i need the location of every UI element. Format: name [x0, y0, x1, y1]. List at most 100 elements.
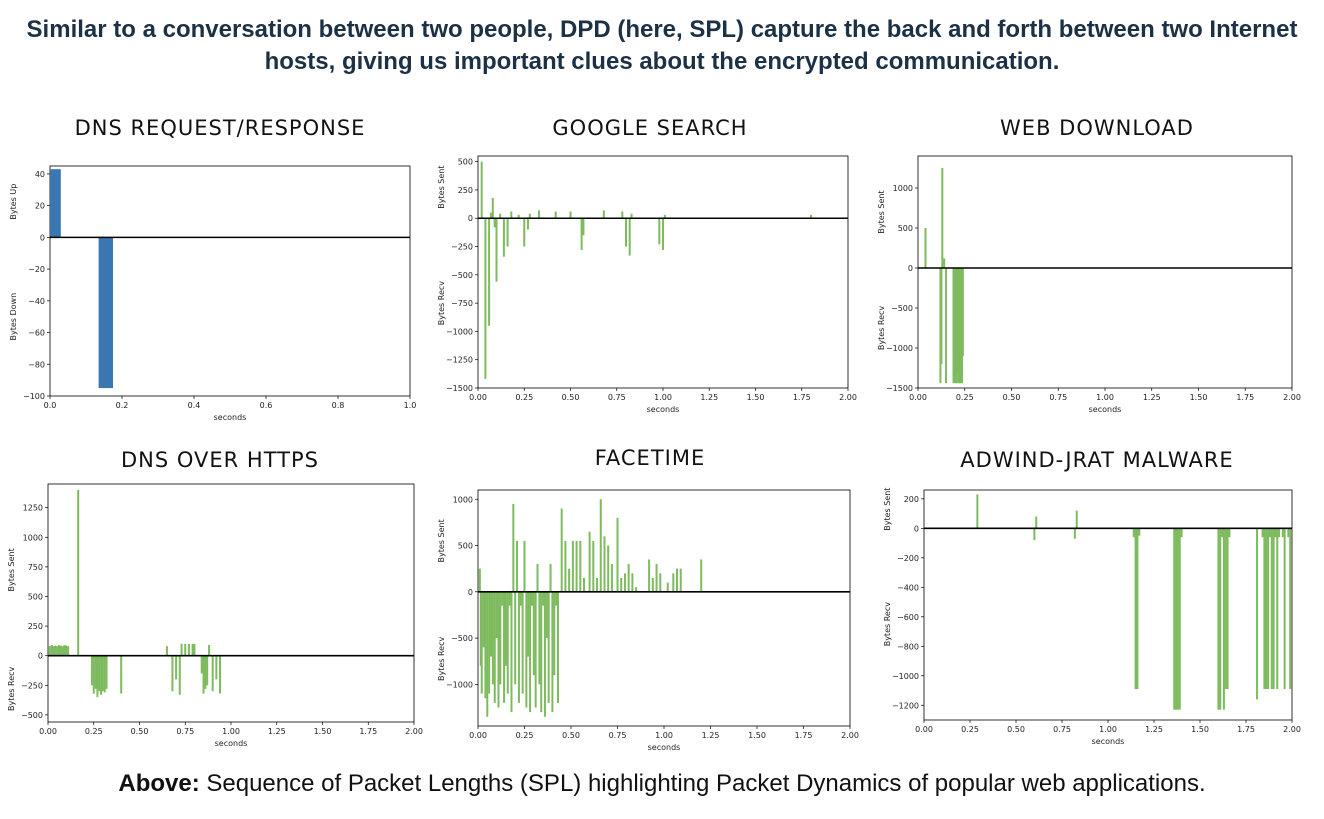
y-tick-label: −600 [897, 613, 919, 622]
y-axis-label-down: Bytes Recv [7, 666, 16, 711]
data-spike [627, 564, 630, 592]
data-spike [480, 591, 483, 694]
y-tick-label: 0 [914, 524, 919, 533]
x-tick-label: 1.75 [1237, 725, 1255, 734]
data-spike [499, 213, 502, 219]
caption-text: Sequence of Packet Lengths (SPL) highlig… [199, 770, 1206, 797]
panel-title: WEB DOWNLOAD [1000, 116, 1194, 140]
data-spike [1222, 528, 1225, 710]
data-spike [536, 564, 539, 592]
data-spike [630, 213, 633, 219]
x-tick-label: 1.75 [795, 731, 813, 740]
x-tick-label: 0.6 [260, 401, 273, 410]
data-spike [672, 573, 675, 592]
y-tick-label: 200 [904, 495, 919, 504]
x-tick-label: 1.00 [1099, 725, 1117, 734]
panel-title: ADWIND-JRAT MALWARE [960, 448, 1234, 472]
data-spike [219, 655, 222, 694]
x-tick-label: 0.50 [562, 393, 580, 402]
y-tick-label: −1500 [446, 384, 473, 393]
data-spike [1270, 528, 1273, 690]
x-tick-label: 0.50 [131, 727, 149, 736]
data-spike [551, 591, 554, 713]
y-tick-label: −60 [28, 329, 45, 338]
data-spike [663, 214, 666, 219]
y-tick-label: −250 [21, 681, 43, 690]
data-spike [662, 218, 664, 250]
data-spike [484, 591, 487, 699]
y-tick-label: −500 [21, 711, 43, 720]
y-axis-label-up: Bytes Up [9, 184, 18, 220]
x-tick-label: 2.00 [405, 727, 423, 736]
y-tick-label: −20 [28, 265, 45, 274]
data-spike [96, 655, 99, 698]
data-spike [211, 655, 214, 692]
data-spike [560, 508, 563, 592]
y-tick-label: −1500 [886, 384, 913, 393]
x-tick-label: 0.00 [909, 393, 927, 402]
data-spike [478, 568, 481, 592]
x-tick-label: 1.25 [268, 727, 286, 736]
y-tick-label: 1250 [23, 504, 43, 513]
y-tick-label: −80 [28, 360, 45, 369]
y-axis-label-up: Bytes Sent [437, 166, 446, 209]
data-spike [1274, 528, 1277, 538]
data-spike [484, 218, 487, 379]
data-spike [603, 536, 606, 592]
data-spike [516, 540, 519, 592]
data-spike [623, 573, 626, 592]
data-spike [202, 655, 205, 694]
y-tick-label: −1000 [446, 680, 473, 689]
x-tick-label: 1.50 [1191, 725, 1209, 734]
x-tick-label: 1.00 [654, 393, 672, 402]
data-spike [528, 213, 531, 219]
x-tick-label: 2.00 [839, 393, 857, 402]
data-spike [510, 591, 513, 713]
x-tick-label: 1.50 [1190, 393, 1208, 402]
x-axis-label: seconds [1092, 737, 1125, 746]
data-spike [1035, 516, 1038, 529]
data-spike [547, 591, 550, 703]
y-tick-label: 1000 [453, 495, 473, 504]
data-spike [57, 645, 60, 656]
chart-google: 0.00 0.25 0.50 0.75 1.00 1.25 1.50 1.75 2.00 500 2… [437, 155, 857, 414]
data-spike [599, 499, 602, 592]
data-spike [534, 591, 537, 708]
y-tick-label: −1000 [892, 672, 919, 681]
x-tick-label: 1.50 [747, 393, 765, 402]
data-spike [1132, 528, 1135, 538]
data-spike [1283, 528, 1286, 690]
data-spike [514, 591, 517, 685]
chart-facetime: 0.00 0.25 0.50 0.75 1.00 1.25 1.50 1.75 2.00 1000… [437, 489, 859, 752]
y-tick-label: −250 [451, 243, 473, 252]
x-tick-label: 0.50 [1003, 393, 1021, 402]
x-tick-label: 0.75 [1049, 393, 1067, 402]
data-spike [48, 646, 51, 656]
data-spike [1272, 528, 1275, 690]
data-spike [94, 655, 97, 689]
data-spike [63, 645, 66, 656]
data-spike [607, 545, 610, 592]
chart-web: 0.00 0.25 0.50 0.75 1.00 1.25 1.50 1.75 2.00 1000… [877, 155, 1301, 414]
data-spike [67, 646, 70, 656]
data-spike [495, 591, 498, 639]
data-spike [493, 218, 496, 228]
data-spike [92, 655, 95, 694]
data-spike [1134, 528, 1137, 690]
data-spike [555, 591, 558, 606]
panel-google-search: GOOGLE SEARCH 0.00 0.25 0.50 0.75 1.00 1.25 1.… [430, 112, 870, 422]
data-spike [525, 591, 528, 708]
data-spike [1217, 528, 1220, 710]
data-spike [215, 655, 218, 680]
data-spike [1226, 528, 1229, 690]
data-spike [588, 531, 591, 592]
y-tick-label: 1000 [893, 184, 913, 193]
data-spike [945, 268, 948, 384]
data-spike [1075, 510, 1078, 529]
y-axis-label-down: Bytes Recv [883, 602, 892, 647]
data-spike [542, 591, 545, 606]
data-spike [616, 517, 619, 592]
data-spike [510, 211, 513, 219]
data-spike [193, 643, 196, 656]
y-axis-label-down: Bytes Recv [437, 281, 446, 326]
